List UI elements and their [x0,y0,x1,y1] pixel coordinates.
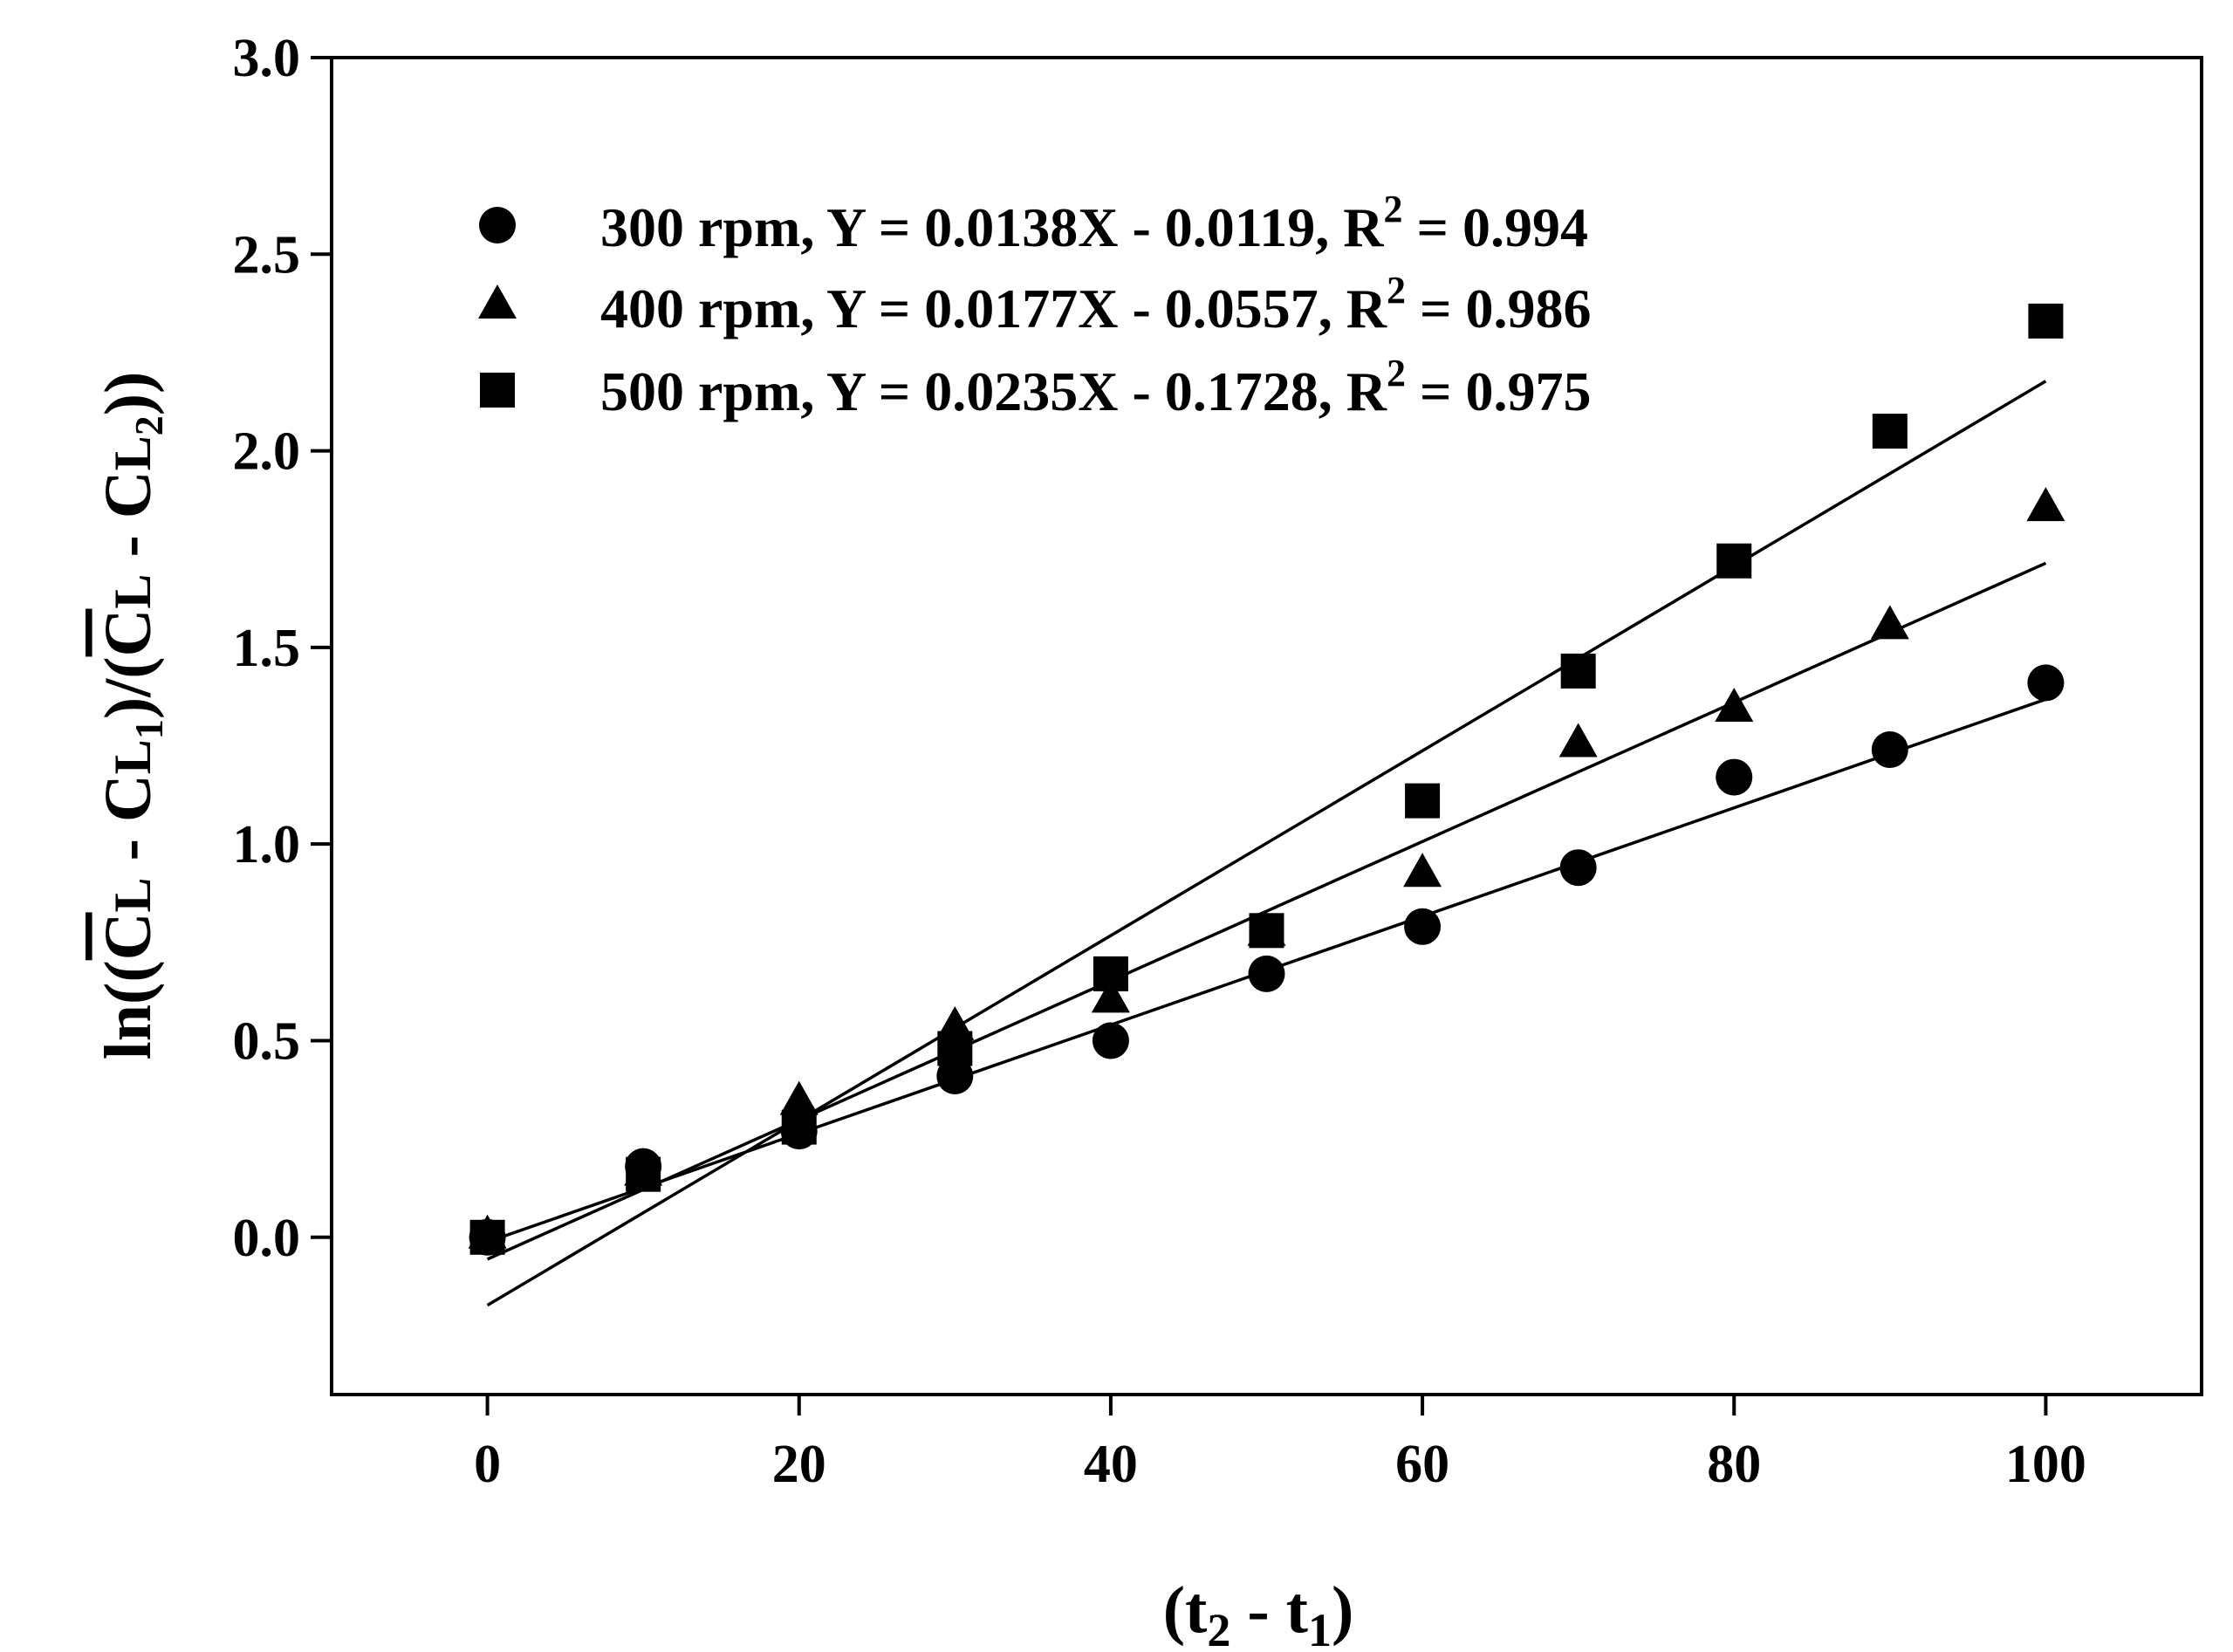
data-point-500rpm [1560,653,1596,689]
fit-lines [486,380,2047,1307]
data-point-400rpm [779,1080,819,1115]
data-point-500rpm [469,1219,505,1255]
y-tick-label: 2.0 [233,422,301,482]
legend-marker-triangle [478,284,517,319]
y-tick-label: 1.5 [233,619,301,678]
fit-line-500rpm [486,380,2047,1307]
legend-label-500rpm: 500 rpm, Y = 0.0235X - 0.1728, R2 = 0.97… [600,352,1591,422]
data-point-400rpm [1091,978,1130,1013]
x-axis: 0 20 40 60 80 100 [474,1395,2086,1494]
data-point-300rpm [936,1058,974,1095]
data-point-500rpm [626,1156,661,1192]
data-point-400rpm [1715,687,1754,722]
y-axis-title: ln((CL - CL1)/(CL - CL2)) [92,372,171,1060]
data-point-500rpm [1405,783,1441,819]
y-tick-label: 2.5 [233,225,301,284]
x-tick-label: 40 [1084,1435,1138,1494]
data-point-300rpm [1092,1022,1129,1059]
y-tick-label: 1.0 [233,815,301,874]
legend-marker-circle [479,207,516,243]
plot-border [330,56,2203,1396]
data-point-300rpm [2027,664,2065,702]
plot-frame [330,56,2203,1396]
data-point-300rpm [1559,849,1597,887]
x-axis-title: (t2 - t1) [1163,1573,1354,1652]
data-point-400rpm [1870,605,1909,640]
x-tick-label: 100 [2005,1435,2086,1494]
data-point-300rpm [1248,955,1285,992]
data-point-400rpm [1403,853,1442,888]
data-point-500rpm [2028,303,2064,339]
fit-line-400rpm [486,561,2047,1261]
data-point-500rpm [1249,913,1284,949]
data-point-500rpm [1716,543,1752,579]
x-tick-label: 80 [1707,1435,1761,1494]
y-axis: 0.0 0.5 1.0 1.5 2.0 2.5 3.0 [233,29,332,1268]
x-tick-label: 20 [772,1435,826,1494]
x-tick-label: 60 [1395,1435,1449,1494]
y-tick-label: 0.5 [233,1011,301,1071]
legend-label-400rpm: 400 rpm, Y = 0.0177X - 0.0557, R2 = 0.98… [600,269,1591,339]
data-point-300rpm [1404,908,1442,945]
legend-item-300rpm: 300 rpm, Y = 0.0138X - 0.0119, R2 = 0.99… [479,188,1588,258]
y-tick-label: 3.0 [233,29,301,88]
legend-item-500rpm: 500 rpm, Y = 0.0235X - 0.1728, R2 = 0.97… [480,352,1591,422]
y-tick-label: 0.0 [233,1209,301,1268]
legend-marker-square [480,373,515,408]
data-point-400rpm [2026,487,2065,522]
data-point-500rpm [937,1031,973,1066]
x-tick-label: 0 [474,1435,501,1494]
legend: 300 rpm, Y = 0.0138X - 0.0119, R2 = 0.99… [478,188,1591,422]
legend-item-400rpm: 400 rpm, Y = 0.0177X - 0.0557, R2 = 0.98… [478,269,1591,339]
data-point-500rpm [781,1109,817,1145]
data-point-400rpm [1558,723,1598,757]
data-point-300rpm [1871,731,1908,769]
data-point-500rpm [1093,956,1128,991]
legend-label-300rpm: 300 rpm, Y = 0.0138X - 0.0119, R2 = 0.99… [600,188,1588,258]
data-markers [468,303,2065,1256]
data-point-500rpm [1872,414,1908,449]
data-point-300rpm [1716,758,1753,796]
